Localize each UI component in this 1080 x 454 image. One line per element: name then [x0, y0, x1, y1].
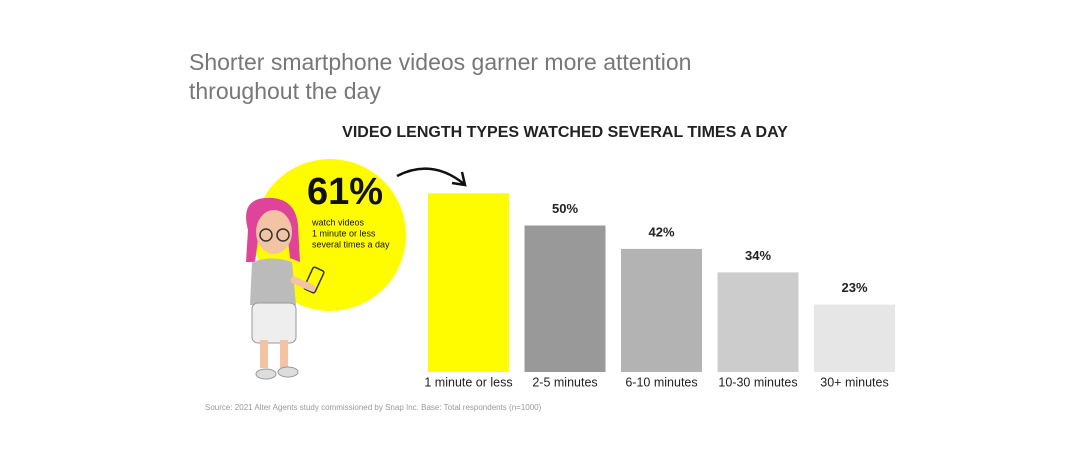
bar: [524, 225, 606, 372]
bar: [621, 248, 702, 372]
value-label: 34%: [745, 248, 771, 263]
callout-value: 61%: [307, 171, 383, 213]
annotation: several times a day: [312, 239, 390, 249]
arrow-head: [451, 171, 467, 187]
bar: [717, 272, 799, 372]
value-label: 42%: [648, 224, 674, 239]
illustration: [246, 197, 325, 380]
x-tick-label: 6-10 minutes: [625, 375, 697, 389]
x-tick-label: 1 minute or less: [424, 375, 512, 389]
annotation: watch videos: [311, 217, 365, 227]
value-label: 23%: [841, 280, 867, 295]
source: Source: 2021 Alter Agents study commissi…: [205, 403, 542, 412]
bar: [428, 193, 509, 372]
arrow: [396, 167, 465, 185]
chart-title: Shorter smartphone videos garner more at…: [189, 49, 691, 75]
x-tick-label: 10-30 minutes: [718, 375, 797, 389]
x-tick-label: 2-5 minutes: [532, 375, 597, 389]
x-tick-label: 30+ minutes: [820, 375, 888, 389]
annotation: 1 minute or less: [312, 228, 376, 238]
chart-subtitle: VIDEO LENGTH TYPES WATCHED SEVERAL TIMES…: [342, 124, 788, 141]
value-label: 50%: [552, 201, 578, 216]
chart-title: throughout the day: [189, 78, 381, 104]
bar: [814, 304, 895, 372]
